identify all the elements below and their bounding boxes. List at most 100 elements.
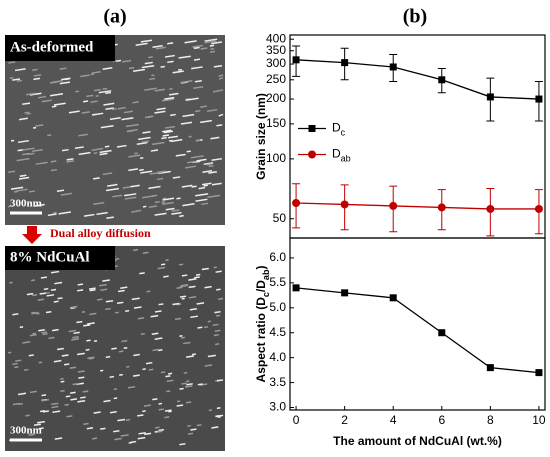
texture: [172, 70, 184, 74]
texture: [68, 110, 80, 114]
texture: [51, 402, 59, 406]
texture: [180, 80, 193, 84]
texture: [29, 92, 42, 96]
texture: [182, 113, 195, 118]
texture: [210, 47, 215, 51]
texture: [132, 68, 146, 72]
texture: [172, 302, 180, 306]
texture: [208, 171, 217, 174]
texture: [144, 87, 157, 91]
texture: [70, 391, 76, 394]
line: [296, 59, 539, 100]
texture: [17, 139, 29, 144]
texture: [204, 38, 218, 42]
texture: [200, 47, 208, 50]
texture: [178, 55, 191, 59]
texture: [65, 395, 71, 398]
texture: [32, 148, 43, 152]
texture: [33, 77, 41, 81]
texture: [196, 424, 202, 427]
texture: [166, 390, 171, 393]
texture: [60, 389, 65, 393]
texture: [140, 170, 153, 174]
texture: [120, 286, 128, 289]
texture: [133, 306, 142, 309]
texture: [208, 164, 214, 168]
texture: [164, 416, 170, 419]
texture: [194, 109, 201, 113]
texture: [178, 263, 184, 266]
texture: [144, 61, 153, 65]
texture: [204, 40, 217, 44]
texture: [40, 410, 46, 413]
marker: [292, 198, 301, 207]
texture: [38, 329, 45, 332]
micrograph-top: [5, 35, 225, 225]
texture: [80, 396, 86, 399]
texture: [176, 286, 183, 290]
texture: [185, 355, 194, 358]
texture: [53, 300, 59, 303]
texture: [93, 201, 105, 206]
arrow-text: Dual alloy diffusion: [50, 226, 151, 240]
texture: [152, 348, 159, 352]
texture: [217, 297, 224, 301]
texture: [157, 266, 166, 270]
texture: [24, 111, 30, 114]
texture: [15, 188, 28, 192]
texture: [115, 59, 122, 62]
texture: [197, 326, 203, 329]
texture: [162, 134, 170, 137]
line: [296, 287, 539, 374]
texture: [145, 361, 153, 365]
plot-frame: [289, 34, 546, 239]
texture: [12, 402, 20, 406]
texture: [158, 428, 165, 432]
micrographs: [5, 35, 225, 451]
y-tick-label: 4.0: [269, 350, 286, 364]
texture: [29, 333, 37, 337]
texture: [133, 248, 139, 252]
texture: [77, 289, 84, 292]
texture: [86, 427, 94, 430]
marker: [486, 364, 494, 372]
texture: [186, 401, 192, 404]
y-tick-label: 200: [266, 91, 286, 105]
texture: [190, 315, 198, 319]
texture: [118, 350, 124, 353]
texture: [96, 211, 108, 216]
texture: [126, 128, 138, 132]
texture: [154, 337, 163, 340]
texture: [12, 313, 19, 316]
texture: [26, 292, 34, 296]
texture: [138, 136, 151, 141]
texture: [178, 68, 182, 71]
texture: [135, 42, 148, 46]
texture: [41, 99, 52, 103]
texture: [72, 382, 80, 386]
texture: [28, 354, 34, 357]
texture: [69, 158, 74, 161]
texture: [149, 77, 156, 81]
texture: [180, 336, 185, 339]
texture: [48, 336, 55, 340]
texture: [99, 149, 112, 154]
texture: [52, 410, 61, 414]
marker: [486, 93, 494, 101]
texture: [102, 279, 110, 282]
y-tick-label: 100: [266, 151, 286, 165]
texture: [83, 324, 91, 327]
texture: [41, 398, 50, 402]
texture: [50, 168, 58, 172]
texture: [150, 314, 159, 318]
texture: [218, 113, 224, 117]
texture: [124, 196, 137, 200]
texture: [179, 214, 184, 218]
texture: [191, 185, 197, 188]
texture: [49, 93, 64, 97]
texture: [69, 366, 77, 369]
texture: [124, 193, 137, 197]
texture: [176, 303, 182, 306]
texture: [66, 415, 73, 418]
texture: [203, 184, 208, 187]
